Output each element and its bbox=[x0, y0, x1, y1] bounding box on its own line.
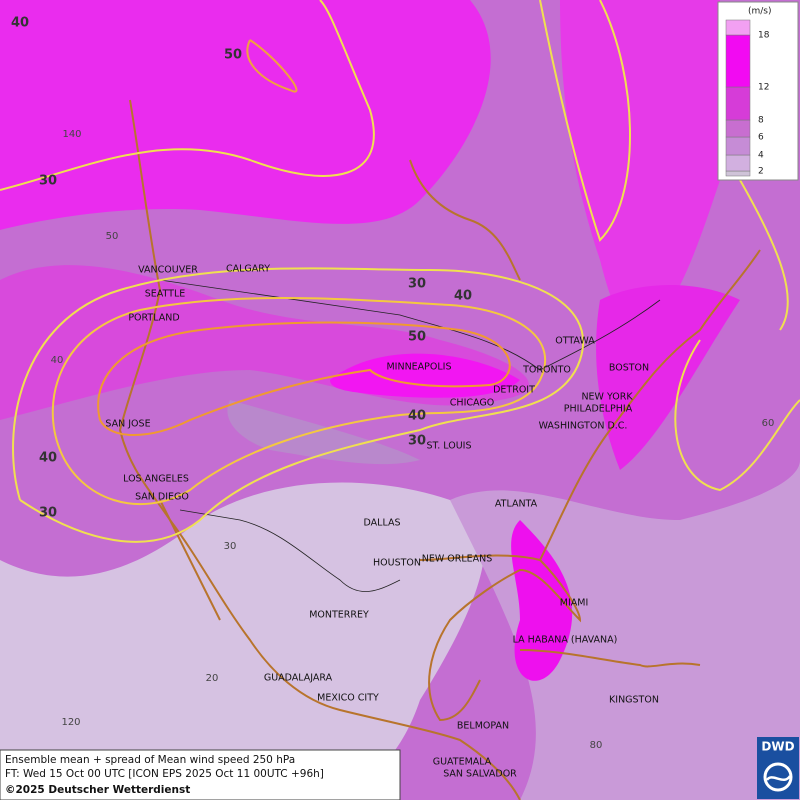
city-label: HOUSTON bbox=[373, 558, 421, 569]
legend-tick-label: 2 bbox=[758, 167, 764, 177]
city-label: SAN SALVADOR bbox=[443, 769, 517, 780]
city-label: KINGSTON bbox=[609, 695, 659, 706]
city-label: MIAMI bbox=[560, 598, 589, 609]
legend-swatch bbox=[725, 119, 751, 138]
city-label: TORONTO bbox=[522, 365, 571, 376]
graticule-label: 80 bbox=[590, 740, 603, 751]
city-label: MINNEAPOLIS bbox=[386, 362, 451, 373]
caption-line: ©2025 Deutscher Wetterdienst bbox=[5, 784, 190, 796]
graticule-label: 20 bbox=[206, 673, 219, 684]
legend-tick-label: 6 bbox=[758, 133, 764, 143]
contour-label: 30 bbox=[39, 506, 57, 521]
legend-swatch bbox=[725, 19, 751, 36]
city-label: NEW YORK bbox=[581, 392, 633, 403]
city-label: MEXICO CITY bbox=[317, 693, 379, 704]
city-label: LA HABANA (HAVANA) bbox=[513, 635, 618, 646]
legend-swatch bbox=[725, 154, 751, 172]
city-label: BOSTON bbox=[609, 363, 649, 374]
contour-label: 50 bbox=[408, 330, 426, 345]
city-label: SAN DIEGO bbox=[135, 492, 189, 503]
coastlines bbox=[118, 99, 761, 801]
city-label: GUADALAJARA bbox=[264, 673, 333, 684]
legend-tick-label: 4 bbox=[758, 151, 764, 161]
city-label: OTTAWA bbox=[555, 336, 595, 347]
city-label: CHICAGO bbox=[450, 398, 494, 409]
legend-swatch bbox=[725, 34, 751, 88]
contour-label: 50 bbox=[224, 48, 242, 63]
legend-tick-label: 12 bbox=[758, 83, 769, 93]
caption-line: FT: Wed 15 Oct 00 UTC [ICON EPS 2025 Oct… bbox=[5, 768, 324, 780]
legend-swatch bbox=[725, 170, 751, 177]
graticule-label: 40 bbox=[51, 355, 64, 366]
graticule-label: 120 bbox=[61, 717, 80, 728]
legend-swatch bbox=[725, 136, 751, 156]
contour-label: 40 bbox=[408, 409, 426, 424]
graticule-label: 50 bbox=[106, 231, 119, 242]
contours bbox=[0, 0, 800, 543]
city-label: ATLANTA bbox=[495, 499, 538, 510]
city-label: DALLAS bbox=[364, 518, 401, 529]
city-label: MONTERREY bbox=[309, 610, 369, 621]
city-label: LOS ANGELES bbox=[123, 474, 189, 485]
contour-label: 40 bbox=[454, 289, 472, 304]
legend-unit: (m/s) bbox=[748, 7, 772, 17]
labels: VANCOUVER CALGARY SEATTLE PORTLAND MINNEAPOL… bbox=[11, 16, 774, 780]
legend: (m/s) 2 4 6 8 12 18 bbox=[717, 1, 799, 181]
graticule-label: 30 bbox=[224, 541, 237, 552]
legend-tick-label: 8 bbox=[758, 116, 764, 126]
contour-label: 40 bbox=[11, 16, 29, 31]
caption-line: Ensemble mean + spread of Mean wind spee… bbox=[5, 754, 295, 766]
city-label: ST. LOUIS bbox=[427, 441, 472, 452]
legend-swatch bbox=[725, 86, 751, 121]
city-label: PHILADELPHIA bbox=[564, 404, 633, 415]
caption-box: Ensemble mean + spread of Mean wind spee… bbox=[0, 749, 401, 801]
city-label: VANCOUVER bbox=[138, 265, 198, 276]
city-label: CALGARY bbox=[226, 264, 270, 275]
graticule-label: 60 bbox=[762, 418, 775, 429]
city-label: GUATEMALA bbox=[433, 757, 492, 768]
contour-label: 40 bbox=[39, 451, 57, 466]
city-label: BELMOPAN bbox=[457, 721, 509, 732]
contour-label: 30 bbox=[408, 434, 426, 449]
city-label: WASHINGTON D.C. bbox=[539, 421, 628, 432]
city-label: SAN JOSE bbox=[105, 419, 150, 430]
city-label: DETROIT bbox=[493, 385, 535, 396]
graticule-label: 140 bbox=[62, 129, 81, 140]
contour-label: 30 bbox=[408, 277, 426, 292]
borders bbox=[159, 279, 661, 592]
logo: DWD bbox=[757, 737, 799, 799]
city-label: PORTLAND bbox=[128, 313, 179, 324]
contour-label: 30 bbox=[39, 174, 57, 189]
city-label: SEATTLE bbox=[145, 289, 186, 300]
legend-tick-label: 18 bbox=[758, 31, 770, 41]
logo-text: DWD bbox=[761, 740, 794, 754]
city-label: NEW ORLEANS bbox=[422, 554, 493, 565]
